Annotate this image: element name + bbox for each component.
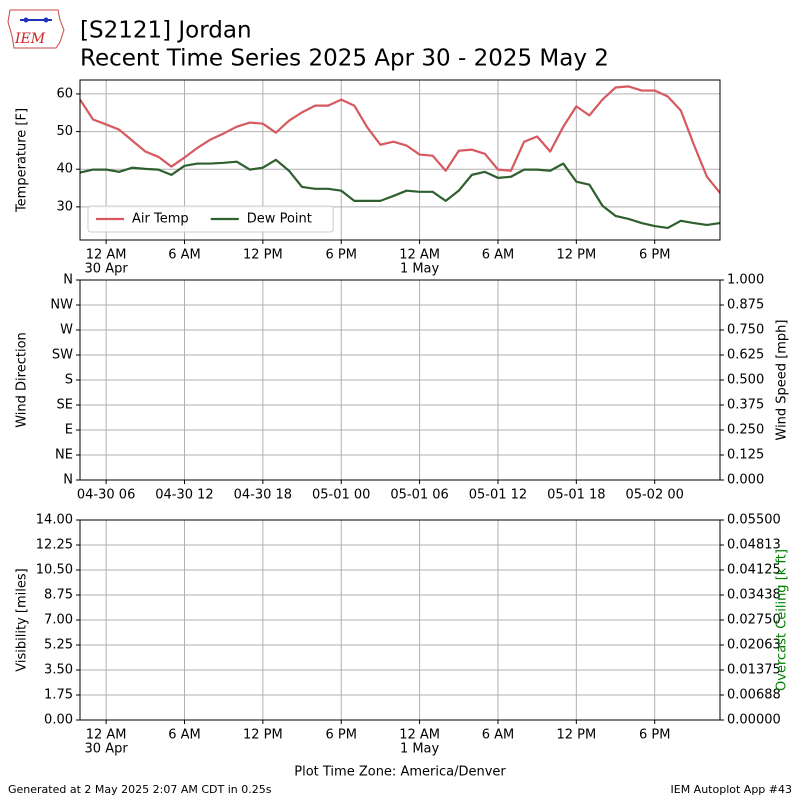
y-tick-label: 50 — [56, 124, 73, 139]
y-tick-label: 10.50 — [36, 563, 73, 578]
x-tick-label: 6 PM — [325, 248, 356, 263]
series-line — [79, 158, 721, 230]
x-tick-label: 6 PM — [639, 728, 670, 743]
y2-tick-label: 0.05500 — [727, 513, 781, 528]
y-axis-label: Temperature [F] — [15, 108, 30, 213]
y2-tick-label: 0.01375 — [727, 663, 781, 678]
y2-tick-label: 0.02750 — [727, 613, 781, 628]
y-tick-label: 30 — [56, 199, 73, 214]
logo: IEM — [7, 9, 65, 49]
y2-tick-label: 0.750 — [727, 323, 764, 338]
y2-tick-label: 0.03438 — [727, 588, 781, 603]
y-tick-label: NE — [55, 448, 73, 463]
x-tick-label: 6 AM — [168, 248, 201, 263]
title: [S2121] Jordan — [80, 18, 252, 44]
y2-axis-label: Wind Speed [mph] — [775, 320, 790, 441]
series-line — [79, 85, 721, 194]
x-tick-label: 6 PM — [325, 728, 356, 743]
y-tick-label: E — [65, 423, 73, 438]
x-tick-label: 6 AM — [168, 728, 201, 743]
x-tick-label: 30 Apr — [85, 262, 129, 277]
y-tick-label: 12.25 — [36, 538, 73, 553]
x-tick-label: 6 PM — [639, 248, 670, 263]
y2-tick-label: 0.875 — [727, 298, 764, 313]
x-tick-label: 04-30 06 — [77, 488, 135, 503]
y-tick-label: 60 — [56, 86, 73, 101]
y2-tick-label: 0.250 — [727, 423, 764, 438]
y2-tick-label: 0.00000 — [727, 713, 781, 728]
legend-label: Dew Point — [247, 212, 312, 227]
x-tick-label: 12 PM — [556, 728, 596, 743]
x-tick-label: 12 PM — [556, 248, 596, 263]
plot-frame — [79, 279, 721, 481]
logo-dot — [23, 17, 29, 23]
y-tick-label: 8.75 — [44, 588, 73, 603]
y-tick-label: 1.75 — [44, 688, 73, 703]
x-tick-label: 12 AM — [399, 248, 440, 263]
y-axis-label: Wind Direction — [15, 332, 30, 428]
x-tick-label: 05-01 06 — [390, 488, 448, 503]
y-tick-label: NW — [50, 298, 73, 313]
y2-tick-label: 0.02063 — [727, 638, 781, 653]
legend-label: Air Temp — [132, 212, 189, 227]
plot-frame — [79, 519, 721, 721]
x-tick-label: 05-02 00 — [625, 488, 683, 503]
logo-dot — [43, 17, 49, 23]
x-tick-label: 12 AM — [399, 728, 440, 743]
x-tick-label: 04-30 12 — [155, 488, 213, 503]
footer-right: IEM Autoplot App #43 — [671, 783, 793, 796]
x-tick-label: 1 May — [400, 742, 440, 757]
x-tick-label: 12 PM — [243, 248, 283, 263]
y-tick-label: SE — [57, 398, 73, 413]
x-tick-label: 6 AM — [482, 728, 515, 743]
x-tick-label: 05-01 00 — [312, 488, 370, 503]
x-tick-label: 12 PM — [243, 728, 283, 743]
y-tick-label: 5.25 — [44, 638, 73, 653]
legend: Air Temp Dew Point — [87, 205, 334, 233]
y2-tick-label: 0.500 — [727, 373, 764, 388]
logo-text: IEM — [14, 31, 46, 47]
plot-frame — [79, 79, 721, 241]
x-tick-label: 6 AM — [482, 248, 515, 263]
footer-left: Generated at 2 May 2025 2:07 AM CDT in 0… — [8, 783, 272, 796]
y-tick-label: N — [63, 273, 73, 288]
y2-tick-label: 0.000 — [727, 473, 764, 488]
y-tick-label: SW — [52, 348, 73, 363]
y2-tick-label: 0.375 — [727, 398, 764, 413]
x-tick-label: 05-01 12 — [469, 488, 527, 503]
y2-tick-label: 0.00688 — [727, 688, 781, 703]
y-tick-label: S — [65, 373, 73, 388]
legend-frame — [87, 205, 334, 233]
x-tick-label: 1 May — [400, 262, 440, 277]
x-tick-label: 30 Apr — [85, 742, 129, 757]
y-tick-label: 7.00 — [44, 613, 73, 628]
y-axis-label: Visibility [miles] — [15, 568, 30, 671]
y2-axis-label: Overcast Ceiling [k ft] — [775, 549, 790, 691]
y-tick-label: 3.50 — [44, 663, 73, 678]
y-tick-label: N — [63, 473, 73, 488]
y-tick-label: W — [60, 323, 73, 338]
x-tick-label: 05-01 18 — [547, 488, 605, 503]
y-tick-label: 14.00 — [36, 513, 73, 528]
x-tick-label: 12 AM — [86, 728, 127, 743]
y2-tick-label: 0.625 — [727, 348, 764, 363]
y-tick-label: 0.00 — [44, 713, 73, 728]
y2-tick-label: 1.000 — [727, 273, 764, 288]
x-axis-label: Plot Time Zone: America/Denver — [294, 765, 506, 780]
y2-tick-label: 0.04813 — [727, 538, 781, 553]
subtitle: Recent Time Series 2025 Apr 30 - 2025 Ma… — [80, 46, 609, 72]
y-tick-label: 40 — [56, 162, 73, 177]
x-tick-label: 04-30 18 — [234, 488, 292, 503]
x-tick-label: 12 AM — [86, 248, 127, 263]
y2-tick-label: 0.04125 — [727, 563, 781, 578]
y2-tick-label: 0.125 — [727, 448, 764, 463]
